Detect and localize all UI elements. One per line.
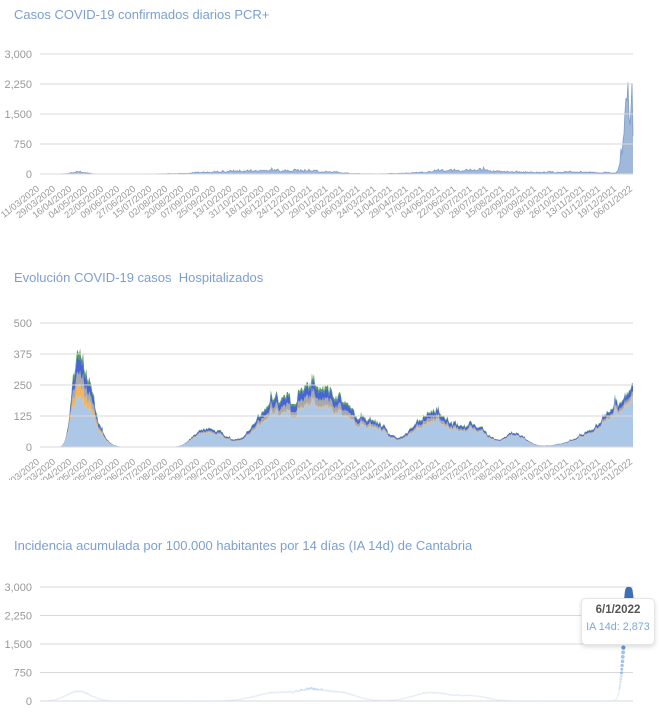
svg-text:375: 375 bbox=[14, 349, 32, 361]
svg-text:1,500: 1,500 bbox=[4, 109, 32, 121]
svg-text:0: 0 bbox=[26, 442, 32, 454]
svg-text:125: 125 bbox=[14, 411, 32, 423]
svg-text:750: 750 bbox=[14, 668, 32, 680]
svg-text:0: 0 bbox=[26, 169, 32, 181]
svg-text:2,250: 2,250 bbox=[4, 611, 32, 623]
svg-text:1,500: 1,500 bbox=[4, 639, 32, 651]
svg-text:500: 500 bbox=[14, 318, 32, 330]
svg-text:2,250: 2,250 bbox=[4, 79, 32, 91]
svg-text:750: 750 bbox=[14, 139, 32, 151]
svg-text:3,000: 3,000 bbox=[4, 582, 32, 594]
svg-text:0: 0 bbox=[26, 696, 32, 708]
svg-text:250: 250 bbox=[14, 380, 32, 392]
svg-text:3,000: 3,000 bbox=[4, 49, 32, 61]
